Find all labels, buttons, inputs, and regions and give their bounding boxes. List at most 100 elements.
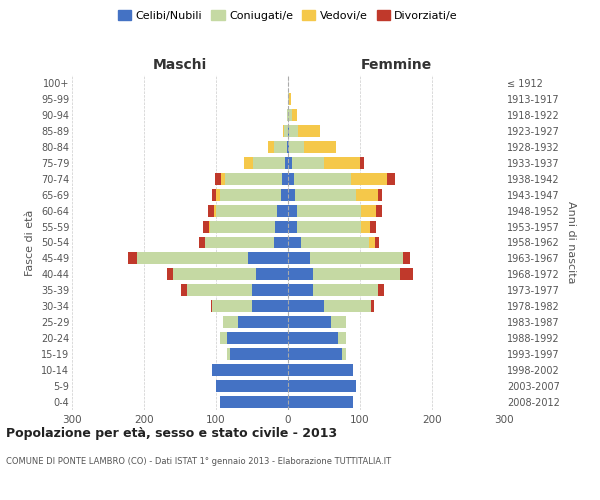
Bar xyxy=(370,220,376,232)
Bar xyxy=(277,204,288,216)
Bar xyxy=(275,220,288,232)
Bar xyxy=(282,172,288,184)
Bar xyxy=(216,380,288,392)
Bar xyxy=(324,157,360,168)
Bar xyxy=(210,220,275,232)
Bar xyxy=(288,396,353,408)
Bar xyxy=(252,284,288,296)
Bar xyxy=(128,252,137,264)
Bar xyxy=(388,172,395,184)
Legend: Celibi/Nubili, Coniugati/e, Vedovi/e, Divorziati/e: Celibi/Nubili, Coniugati/e, Vedovi/e, Di… xyxy=(116,8,460,23)
Bar xyxy=(313,284,378,296)
Bar xyxy=(292,157,324,168)
Bar xyxy=(288,220,296,232)
Bar xyxy=(212,300,252,312)
Bar xyxy=(227,332,288,344)
Text: Femmine: Femmine xyxy=(361,58,431,72)
Bar xyxy=(288,252,310,264)
Bar xyxy=(313,268,400,280)
Bar xyxy=(361,204,376,216)
Bar xyxy=(360,157,364,168)
Bar xyxy=(244,157,253,168)
Bar xyxy=(288,268,313,280)
Bar xyxy=(361,220,370,232)
Y-axis label: Anni di nascita: Anni di nascita xyxy=(566,201,577,284)
Bar xyxy=(375,236,379,248)
Bar xyxy=(296,220,361,232)
Bar xyxy=(268,141,274,153)
Text: Maschi: Maschi xyxy=(153,58,207,72)
Bar xyxy=(211,300,212,312)
Bar xyxy=(199,236,205,248)
Bar xyxy=(324,300,371,312)
Y-axis label: Fasce di età: Fasce di età xyxy=(25,210,35,276)
Bar xyxy=(285,157,288,168)
Bar xyxy=(288,188,295,200)
Bar xyxy=(252,300,288,312)
Bar xyxy=(400,268,413,280)
Bar xyxy=(209,220,210,232)
Bar xyxy=(296,204,361,216)
Bar xyxy=(214,204,216,216)
Bar xyxy=(224,172,282,184)
Bar xyxy=(173,268,256,280)
Bar xyxy=(203,220,209,232)
Bar xyxy=(248,252,288,264)
Bar xyxy=(342,348,346,360)
Bar xyxy=(289,93,291,105)
Bar xyxy=(216,188,220,200)
Bar xyxy=(287,109,288,121)
Bar xyxy=(288,348,342,360)
Bar xyxy=(288,204,296,216)
Bar xyxy=(289,141,304,153)
Bar xyxy=(288,157,292,168)
Bar xyxy=(288,93,289,105)
Bar xyxy=(288,236,301,248)
Bar xyxy=(205,236,274,248)
Bar xyxy=(294,172,352,184)
Bar xyxy=(310,252,403,264)
Bar xyxy=(370,236,375,248)
Text: COMUNE DI PONTE LAMBRO (CO) - Dati ISTAT 1° gennaio 2013 - Elaborazione TUTTITAL: COMUNE DI PONTE LAMBRO (CO) - Dati ISTAT… xyxy=(6,458,391,466)
Bar xyxy=(187,284,252,296)
Bar xyxy=(338,332,346,344)
Bar xyxy=(301,236,370,248)
Bar xyxy=(331,316,346,328)
Bar xyxy=(220,188,281,200)
Bar xyxy=(212,364,288,376)
Bar xyxy=(289,125,298,137)
Bar xyxy=(356,188,378,200)
Bar xyxy=(288,300,324,312)
Bar xyxy=(215,172,221,184)
Bar xyxy=(283,125,284,137)
Bar xyxy=(288,380,356,392)
Bar xyxy=(292,109,298,121)
Bar xyxy=(288,284,313,296)
Bar xyxy=(378,284,384,296)
Bar xyxy=(253,157,285,168)
Bar xyxy=(281,188,288,200)
Bar xyxy=(371,300,374,312)
Bar xyxy=(216,204,277,216)
Bar xyxy=(287,141,288,153)
Bar xyxy=(227,348,230,360)
Bar xyxy=(288,125,289,137)
Bar xyxy=(274,141,287,153)
Bar xyxy=(256,268,288,280)
Bar xyxy=(376,204,382,216)
Bar xyxy=(288,364,353,376)
Bar xyxy=(288,109,292,121)
Bar xyxy=(288,141,289,153)
Bar xyxy=(208,204,214,216)
Bar xyxy=(298,125,320,137)
Bar xyxy=(230,348,288,360)
Bar xyxy=(288,332,338,344)
Bar xyxy=(352,172,388,184)
Bar xyxy=(137,252,248,264)
Bar xyxy=(220,396,288,408)
Bar xyxy=(284,125,288,137)
Bar xyxy=(288,172,294,184)
Bar xyxy=(238,316,288,328)
Bar xyxy=(181,284,187,296)
Bar xyxy=(304,141,336,153)
